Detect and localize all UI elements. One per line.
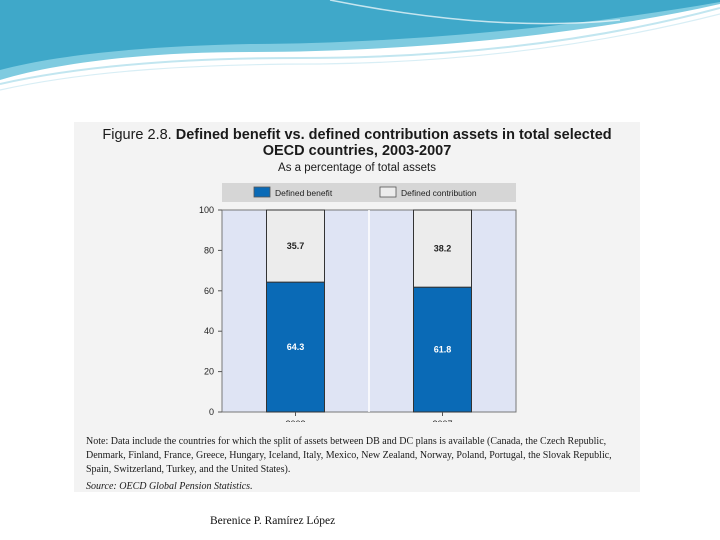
decorative-swoosh <box>0 0 720 91</box>
chart-title-line-1: Figure 2.8. Defined benefit vs. defined … <box>74 127 640 143</box>
chart-source: Source: OECD Global Pension Statistics. <box>86 481 634 492</box>
figure-panel: Figure 2.8. Defined benefit vs. defined … <box>74 122 640 492</box>
bar-2003-series-0 <box>266 281 325 413</box>
y-tick-label-20: 20 <box>204 367 214 377</box>
slide-footer-author: Berenice P. Ramírez López <box>210 515 336 527</box>
data-label-2003-series-0: 64.3 <box>287 342 305 352</box>
figure-number: Figure 2.8. <box>102 127 172 143</box>
chart-title-text: Defined benefit vs. defined contribution… <box>175 127 612 143</box>
x-tick-label-2003: 2003 <box>285 419 305 422</box>
legend-swatch-1 <box>379 186 397 198</box>
stacked-bar-chart: Defined benefit Defined contribution 0 20 4… <box>199 183 517 422</box>
chart-subtitle: As a percentage of total assets <box>278 162 436 174</box>
y-tick-label-0: 0 <box>209 407 214 417</box>
legend-swatch-0 <box>253 186 271 198</box>
chart-title-line-2: OECD countries, 2003-2007 <box>262 143 452 159</box>
legend-label-0: Defined benefit <box>275 188 333 198</box>
y-tick-label-100: 100 <box>199 205 214 215</box>
chart-legend: Defined benefit Defined contribution <box>222 183 516 202</box>
chart-note: Note: Data include the countries for whi… <box>86 436 612 475</box>
plot-area: 0 20 40 60 80 100 64.3 35.7 2003 61.8 38.2 2007 <box>199 205 517 422</box>
y-tick-label-60: 60 <box>204 286 214 296</box>
y-tick-label-40: 40 <box>204 326 214 336</box>
data-label-2003-series-1: 35.7 <box>287 241 305 251</box>
legend-background <box>222 183 516 202</box>
x-tick-label-2007: 2007 <box>432 419 452 422</box>
bar-2007-series-1 <box>413 209 472 288</box>
data-label-2007-series-0: 61.8 <box>434 345 452 355</box>
legend-label-1: Defined contribution <box>401 188 477 198</box>
data-label-2007-series-1: 38.2 <box>434 244 452 254</box>
source-label: Source: <box>86 481 117 492</box>
y-tick-label-80: 80 <box>204 245 214 255</box>
bar-2003-series-1 <box>266 209 325 283</box>
source-text: OECD Global Pension Statistics. <box>119 481 253 492</box>
